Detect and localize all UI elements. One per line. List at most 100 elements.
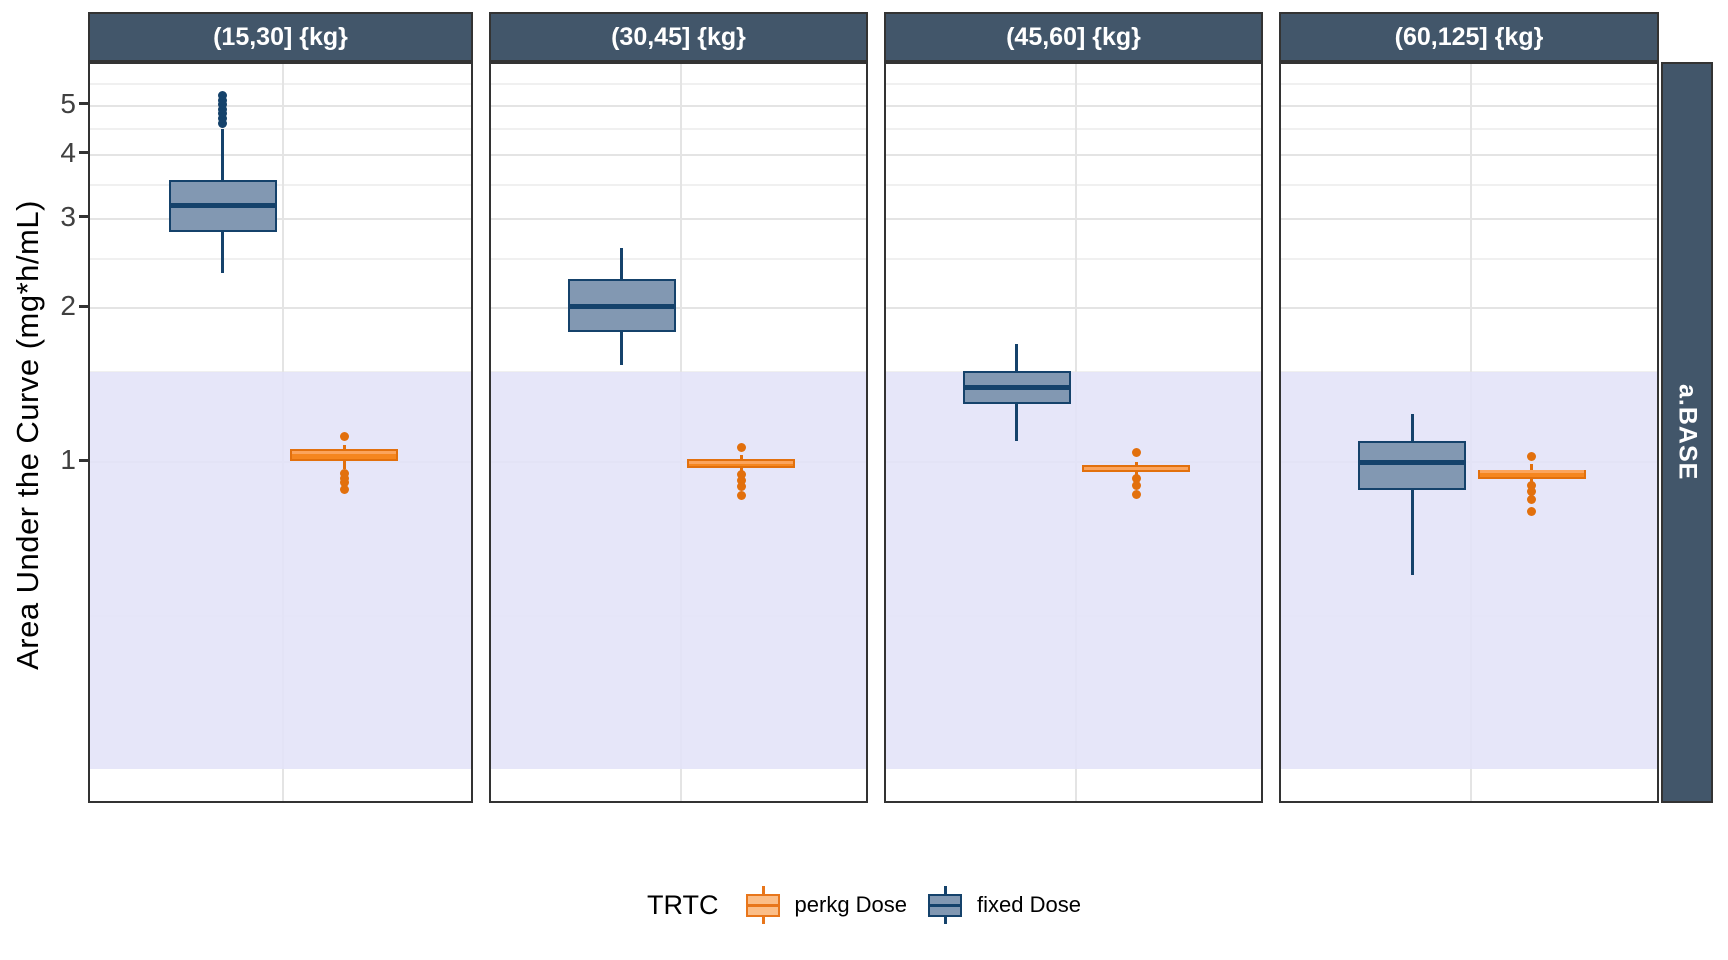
outlier-dot [736,442,746,452]
major-gridline [886,307,1261,310]
reference-band [1281,372,1657,770]
y-axis-title: Area Under the Curve (mg*h/mL) [10,200,45,670]
minor-gridline [886,127,1261,130]
y-tick-label-1: 1 [60,444,76,475]
major-gridline [491,104,866,107]
outlier-dot [339,468,349,478]
outlier-dot [736,482,746,492]
facet-strip-right-label: a.BASE [1673,384,1702,481]
facet-strip-label: (15,30] {kg} [213,22,348,51]
outlier-dot [339,484,349,494]
y-tick-mark-4 [79,151,88,155]
major-gridline [90,217,471,220]
major-gridline [491,307,866,310]
minor-gridline [90,258,471,261]
outlier-dot [218,95,228,105]
outlier-dot [218,113,228,123]
facet-strip-label: (60,125] {kg} [1394,22,1544,51]
major-gridline [1281,307,1657,310]
outlier-dot [339,478,349,488]
major-gridline [886,217,1261,220]
outlier-dot [1527,452,1537,462]
facet-panel [884,62,1263,803]
median-line [1479,470,1584,474]
y-tick-label-3: 3 [60,200,76,232]
key-median [930,904,961,907]
box-iqr [1358,440,1467,491]
outlier-dot [736,470,746,480]
outlier-dot [1131,447,1141,457]
minor-gridline [90,183,471,186]
facet-panel [489,62,868,803]
legend-item-label: fixed Dose [977,892,1081,917]
minor-gridline [886,183,1261,186]
facet-panel [1279,62,1659,803]
major-gridline [491,217,866,220]
minor-gridline [90,127,471,130]
major-gridline [1281,104,1657,107]
outlier-dot [1527,494,1537,504]
y-tick-label-5: 5 [60,87,76,119]
outlier-dot [339,432,349,442]
legend-item: fixed Dose [925,884,1081,926]
boxplot-key-icon [925,884,965,926]
median-line [1360,459,1465,465]
outlier-dot [218,109,228,119]
outlier-dot [736,475,746,485]
outlier-dot [218,91,228,101]
facet-strip: (30,45] {kg} [489,12,868,62]
outlier-dot [218,118,228,128]
major-gridline [90,307,471,310]
facet-strip-right: a.BASE [1661,62,1713,803]
minor-gridline [1281,258,1657,261]
minor-gridline [1281,183,1657,186]
major-gridline [491,153,866,156]
outlier-dot [1131,480,1141,490]
median-line [689,460,794,464]
outlier-dot [218,104,228,114]
major-gridline [90,104,471,107]
minor-gridline [491,183,866,186]
minor-gridline [491,127,866,130]
facet-strip: (15,30] {kg} [88,12,473,62]
outlier-dot [736,490,746,500]
y-tick-mark-1 [79,458,88,462]
major-gridline [90,153,471,156]
legend-item: perkg Dose [743,884,908,926]
facet-strip: (60,125] {kg} [1279,12,1659,62]
facet-strip-label: (30,45] {kg} [611,22,746,51]
major-gridline [886,153,1261,156]
y-tick-mark-5 [79,102,88,106]
minor-gridline [1281,83,1657,86]
minor-gridline [886,83,1261,86]
minor-gridline [1281,127,1657,130]
outlier-dot [339,473,349,483]
legend-item-label: perkg Dose [794,892,908,917]
facet-strip-label: (45,60] {kg} [1006,22,1141,51]
key-median [747,904,778,907]
whisker-line [1410,414,1414,576]
box-iqr [290,449,399,461]
major-gridline [1281,217,1657,220]
reference-band [886,372,1261,770]
outlier-dot [1527,480,1537,490]
legend: TRTC perkg Dose fixed Dose [0,884,1728,926]
reference-band [491,372,866,770]
minor-gridline [90,83,471,86]
median-line [1084,466,1189,470]
median-line [170,203,275,209]
minor-gridline [491,258,866,261]
legend-title: TRTC [647,889,719,920]
major-gridline [886,104,1261,107]
outlier-dot [1131,489,1141,499]
outlier-dot [1527,506,1537,516]
facet-strip: (45,60] {kg} [884,12,1263,62]
y-tick-label-2: 2 [60,290,76,322]
y-tick-mark-3 [79,215,88,219]
major-gridline [1281,153,1657,156]
boxplot-key-icon [743,884,783,926]
minor-gridline [886,258,1261,261]
median-line [569,303,674,309]
y-tick-mark-2 [79,304,88,308]
